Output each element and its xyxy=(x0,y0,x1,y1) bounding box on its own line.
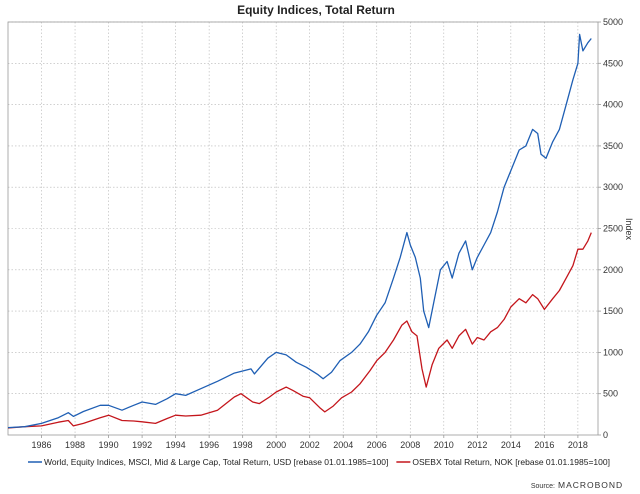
source-label: Source: xyxy=(531,483,555,490)
x-tick-label: 1994 xyxy=(166,440,186,450)
x-tick-label: 2016 xyxy=(534,440,554,450)
x-tick-label: 1996 xyxy=(199,440,219,450)
x-tick-label: 2008 xyxy=(400,440,420,450)
y-axis-label: Index xyxy=(624,218,634,241)
series-layer xyxy=(7,33,592,429)
x-tick-label: 1998 xyxy=(233,440,253,450)
x-tick-label: 2014 xyxy=(501,440,521,450)
source-brand: MACROBOND xyxy=(558,480,623,490)
y-tick-label: 3500 xyxy=(603,141,623,151)
x-tick-label: 1986 xyxy=(32,440,52,450)
y-tick-label: 0 xyxy=(603,430,608,440)
x-tick-label: 2012 xyxy=(467,440,487,450)
x-tick-label: 2002 xyxy=(300,440,320,450)
series-line-1 xyxy=(7,232,592,429)
y-tick-label: 2500 xyxy=(603,224,623,234)
series-line-0 xyxy=(7,33,592,429)
x-tick-label: 2018 xyxy=(568,440,588,450)
x-tick-label: 2000 xyxy=(266,440,286,450)
chart-title: Equity Indices, Total Return xyxy=(237,3,395,17)
y-tick-label: 2000 xyxy=(603,265,623,275)
y-tick-label: 3000 xyxy=(603,182,623,192)
x-axis-ticks: 1986 1988 1990 1992 1994 1996 1998 2000 2002 2004… xyxy=(32,435,588,450)
grid xyxy=(8,21,598,435)
y-tick-label: 1000 xyxy=(603,347,623,357)
y-tick-label: 500 xyxy=(603,389,618,399)
x-tick-label: 2006 xyxy=(367,440,387,450)
y-tick-label: 4000 xyxy=(603,100,623,110)
y-tick-label: 5000 xyxy=(603,17,623,27)
x-tick-label: 2004 xyxy=(333,440,353,450)
legend-label-0: World, Equity Indices, MSCI, Mid & Large… xyxy=(44,457,388,467)
x-tick-label: 1990 xyxy=(99,440,119,450)
legend-label-1: OSEBX Total Return, NOK [rebase 01.01.19… xyxy=(412,457,610,467)
x-tick-label: 2010 xyxy=(434,440,454,450)
x-tick-label: 1988 xyxy=(65,440,85,450)
y-axis-ticks: 0 500 1000 1500 2000 2500 3000 3500 4000 4500 5000 xyxy=(598,17,623,440)
y-tick-label: 4500 xyxy=(603,58,623,68)
legend: World, Equity Indices, MSCI, Mid & Large… xyxy=(28,457,610,467)
y-tick-label: 1500 xyxy=(603,306,623,316)
x-tick-label: 1992 xyxy=(132,440,152,450)
